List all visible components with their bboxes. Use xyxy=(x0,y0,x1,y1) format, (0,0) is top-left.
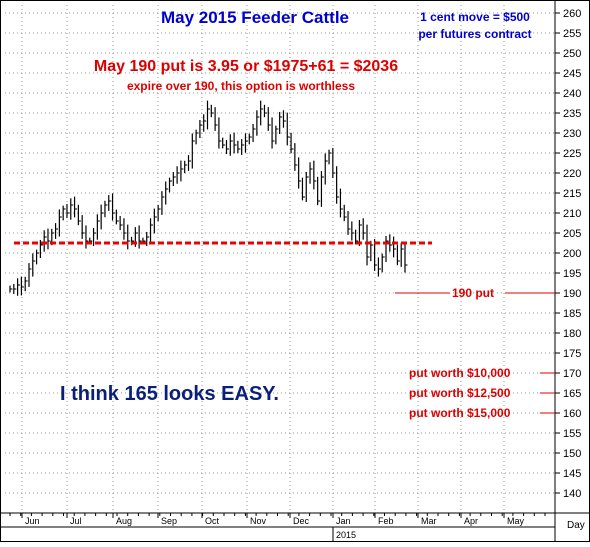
x-axis: Jun Jul Aug Sep Oct Nov Dec Jan Feb Mar Apr May 2015… xyxy=(0,512,590,542)
grid xyxy=(5,5,555,513)
forecast-note: I think 165 looks EASY. xyxy=(60,383,279,405)
x-month-label: Apr xyxy=(464,516,478,526)
y-tick-label: 250 xyxy=(563,48,581,60)
x-month-label: Aug xyxy=(116,516,132,526)
levels: 190 put put worth $10,000 put worth $12,50… xyxy=(14,241,555,420)
y-tick-label: 165 xyxy=(563,388,581,400)
x-month-label: Oct xyxy=(205,516,220,526)
y-tick-label: 185 xyxy=(563,308,581,320)
x-month-label: Jul xyxy=(70,516,82,526)
y-tick-label: 205 xyxy=(563,228,581,240)
strike-label: 190 put xyxy=(452,286,494,300)
target-label: put worth $12,500 xyxy=(409,386,511,400)
y-tick-label: 170 xyxy=(563,368,581,380)
y-tick-label: 140 xyxy=(563,488,581,500)
x-month-label: Mar xyxy=(421,516,437,526)
y-tick-label: 200 xyxy=(563,248,581,260)
y-tick-label: 210 xyxy=(563,208,581,220)
y-tick-label: 175 xyxy=(563,348,581,360)
y-tick-label: 260 xyxy=(563,8,581,20)
x-month-label: Jun xyxy=(25,516,40,526)
x-month-label: Dec xyxy=(293,516,310,526)
y-tick-label: 240 xyxy=(563,88,581,100)
y-tick-label: 180 xyxy=(563,328,581,340)
y-tick-label: 160 xyxy=(563,408,581,420)
x-month-label: Feb xyxy=(378,516,394,526)
y-tick-label: 190 xyxy=(563,288,581,300)
contract-note-line-1: 1 cent move = $500 xyxy=(420,10,530,24)
y-tick-label: 255 xyxy=(563,28,581,40)
put-price-annotation: May 190 put is 3.95 or $1975+61 = $2036 xyxy=(94,58,398,75)
chart-title: May 2015 Feeder Cattle xyxy=(161,8,349,27)
y-tick-label: 150 xyxy=(563,448,581,460)
x-month-label: Sep xyxy=(161,516,177,526)
y-tick-label: 155 xyxy=(563,428,581,440)
contract-note-line-2: per futures contract xyxy=(418,27,531,41)
x-month-label: May xyxy=(507,516,525,526)
x-unit-label: Day xyxy=(567,520,585,531)
y-tick-label: 195 xyxy=(563,268,581,280)
y-tick-label: 215 xyxy=(563,188,581,200)
target-label: put worth $10,000 xyxy=(409,366,511,380)
y-axis: 140 145 150 155 160 165 170 175 180 185 190 195 200 2… xyxy=(554,0,581,542)
x-month-label: Nov xyxy=(250,516,267,526)
price-series xyxy=(9,100,408,296)
x-month-label: Jan xyxy=(336,516,351,526)
y-tick-label: 235 xyxy=(563,108,581,120)
y-tick-label: 230 xyxy=(563,128,581,140)
target-label: put worth $15,000 xyxy=(409,406,511,420)
y-tick-label: 225 xyxy=(563,148,581,160)
expiry-annotation: expire over 190, this option is worthles… xyxy=(127,79,355,93)
y-tick-label: 245 xyxy=(563,68,581,80)
y-tick-label: 220 xyxy=(563,168,581,180)
y-tick-label: 145 xyxy=(563,468,581,480)
x-year-label: 2015 xyxy=(336,530,356,540)
